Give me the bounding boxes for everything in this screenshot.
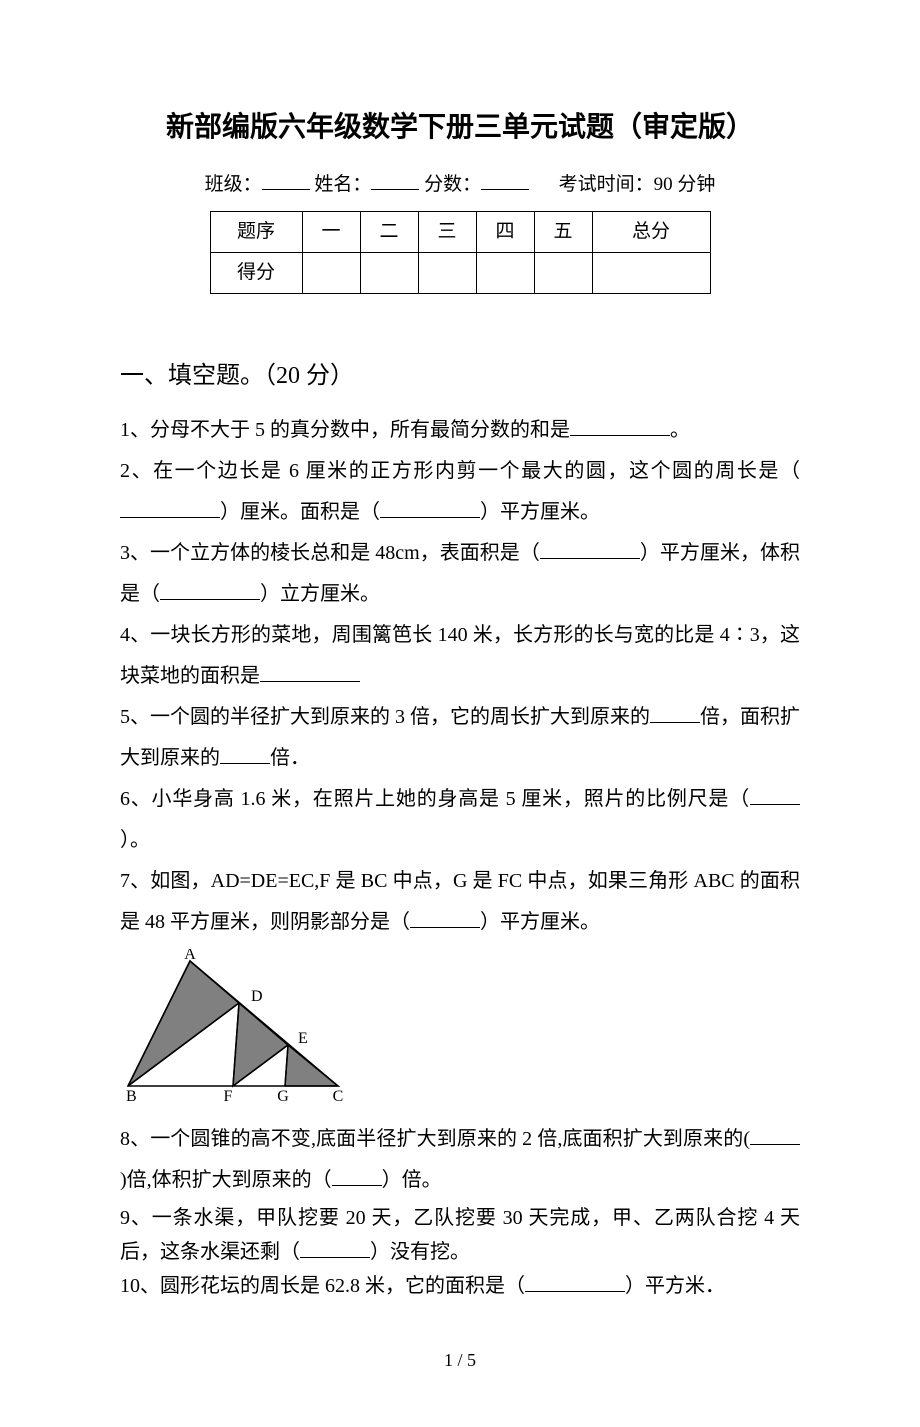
page-title: 新部编版六年级数学下册三单元试题（审定版） bbox=[120, 100, 800, 153]
q3-text-a: 3、一个立方体的棱长总和是 48cm，表面积是（ bbox=[120, 542, 540, 564]
q10-text-a: 10、圆形花坛的周长是 62.8 米，它的面积是（ bbox=[120, 1275, 525, 1297]
question-10: 10、圆形花坛的周长是 62.8 米，它的面积是（ ）平方米． bbox=[120, 1269, 800, 1303]
cell-blank bbox=[592, 253, 710, 294]
table-row: 得分 bbox=[210, 253, 710, 294]
cell-blank bbox=[534, 253, 592, 294]
name-blank bbox=[371, 169, 419, 190]
question-9: 9、一条水渠，甲队挖要 20 天，乙队挖要 30 天完成，甲、乙两队合挖 4 天… bbox=[120, 1201, 800, 1269]
question-3: 3、一个立方体的棱长总和是 48cm，表面积是（）平方厘米，体积是（）立方厘米。 bbox=[120, 533, 800, 615]
q1-text-b: 。 bbox=[670, 419, 690, 441]
q3-text-c: ）立方厘米。 bbox=[260, 583, 380, 605]
q10-text-b: ）平方米． bbox=[625, 1275, 725, 1297]
page-footer: 1 / 5 bbox=[120, 1343, 800, 1377]
label-d: D bbox=[251, 988, 263, 1005]
fill-blank bbox=[380, 498, 480, 518]
cell-col5: 五 bbox=[534, 212, 592, 253]
cell-col3: 三 bbox=[418, 212, 476, 253]
score-label: 分数： bbox=[424, 174, 481, 195]
score-table: 题序 一 二 三 四 五 总分 得分 bbox=[210, 211, 711, 294]
q5-text-a: 5、一个圆的半径扩大到原来的 3 倍，它的周长扩大到原来的 bbox=[120, 706, 650, 728]
fill-blank bbox=[300, 1238, 370, 1258]
cell-blank bbox=[360, 253, 418, 294]
q7-text-b: ）平方厘米。 bbox=[480, 911, 600, 933]
q6-text-b: ）。 bbox=[120, 829, 150, 851]
cell-blank bbox=[302, 253, 360, 294]
fill-blank bbox=[650, 703, 700, 723]
label-c: C bbox=[333, 1088, 344, 1104]
label-f: F bbox=[224, 1088, 233, 1104]
cell-blank bbox=[476, 253, 534, 294]
duration-label: 考试时间：90 分钟 bbox=[559, 174, 716, 195]
fill-blank bbox=[540, 539, 640, 559]
triangle-diagram: A B C D E F G bbox=[120, 949, 800, 1117]
question-7: 7、如图，AD=DE=EC,F 是 BC 中点，G 是 FC 中点，如果三角形 … bbox=[120, 861, 800, 943]
name-label: 姓名： bbox=[314, 174, 371, 195]
fill-blank bbox=[525, 1272, 625, 1292]
fill-blank bbox=[570, 416, 670, 436]
cell-col4: 四 bbox=[476, 212, 534, 253]
shaded-abd bbox=[128, 961, 239, 1086]
q1-text-a: 1、分母不大于 5 的真分数中，所有最简分数的和是 bbox=[120, 419, 570, 441]
label-b: B bbox=[126, 1088, 137, 1104]
q2-text-a: 2、在一个边长是 6 厘米的正方形内剪一个最大的圆，这个圆的周长是（ bbox=[120, 460, 800, 482]
fill-blank bbox=[220, 744, 270, 764]
fill-blank bbox=[750, 1125, 800, 1145]
fill-blank bbox=[750, 785, 800, 805]
fill-blank bbox=[160, 580, 260, 600]
cell-total: 总分 bbox=[592, 212, 710, 253]
score-blank bbox=[481, 169, 529, 190]
cell-col1: 一 bbox=[302, 212, 360, 253]
section-1-heading: 一、填空题。（20 分） bbox=[120, 354, 800, 400]
label-a: A bbox=[184, 949, 196, 963]
label-e: E bbox=[298, 1030, 308, 1047]
shaded-def bbox=[233, 1003, 288, 1086]
question-5: 5、一个圆的半径扩大到原来的 3 倍，它的周长扩大到原来的倍，面积扩大到原来的倍… bbox=[120, 697, 800, 779]
fill-blank bbox=[332, 1166, 382, 1186]
question-2: 2、在一个边长是 6 厘米的正方形内剪一个最大的圆，这个圆的周长是（ ）厘米。面积… bbox=[120, 451, 800, 533]
cell-blank bbox=[418, 253, 476, 294]
fill-blank bbox=[260, 662, 360, 682]
q5-text-c: 倍． bbox=[270, 747, 310, 769]
fill-blank bbox=[120, 498, 220, 518]
q9-text-b: ）没有挖。 bbox=[370, 1241, 470, 1263]
q8-text-a: 8、一个圆锥的高不变,底面半径扩大到原来的 2 倍,底面积扩大到原来的( bbox=[120, 1128, 750, 1150]
question-1: 1、分母不大于 5 的真分数中，所有最简分数的和是 。 bbox=[120, 410, 800, 451]
question-4: 4、一块长方形的菜地，周围篱笆长 140 米，长方形的长与宽的比是 4∶3，这块… bbox=[120, 615, 800, 697]
fill-blank bbox=[410, 908, 480, 928]
cell-col2: 二 bbox=[360, 212, 418, 253]
q2-text-b: ）厘米。面积是（ bbox=[220, 501, 380, 523]
cell-header: 题序 bbox=[210, 212, 302, 253]
table-row: 题序 一 二 三 四 五 总分 bbox=[210, 212, 710, 253]
question-6: 6、小华身高 1.6 米，在照片上她的身高是 5 厘米，照片的比例尺是（ ）。 bbox=[120, 779, 800, 861]
class-blank bbox=[262, 169, 310, 190]
q6-text-a: 6、小华身高 1.6 米，在照片上她的身高是 5 厘米，照片的比例尺是（ bbox=[120, 788, 750, 810]
triangle-svg: A B C D E F G bbox=[120, 949, 350, 1104]
header-line: 班级： 姓名： 分数： 考试时间：90 分钟 bbox=[120, 167, 800, 203]
q4-text-a: 4、一块长方形的菜地，周围篱笆长 140 米，长方形的长与宽的比是 4∶3，这块… bbox=[120, 624, 800, 687]
label-g: G bbox=[277, 1088, 289, 1104]
class-label: 班级： bbox=[205, 174, 262, 195]
q2-text-c: ）平方厘米。 bbox=[480, 501, 600, 523]
q8-text-c: ）倍。 bbox=[382, 1169, 442, 1191]
q8-text-b: )倍,体积扩大到原来的（ bbox=[120, 1169, 332, 1191]
cell-header: 得分 bbox=[210, 253, 302, 294]
question-8: 8、一个圆锥的高不变,底面半径扩大到原来的 2 倍,底面积扩大到原来的( )倍,体… bbox=[120, 1119, 800, 1201]
